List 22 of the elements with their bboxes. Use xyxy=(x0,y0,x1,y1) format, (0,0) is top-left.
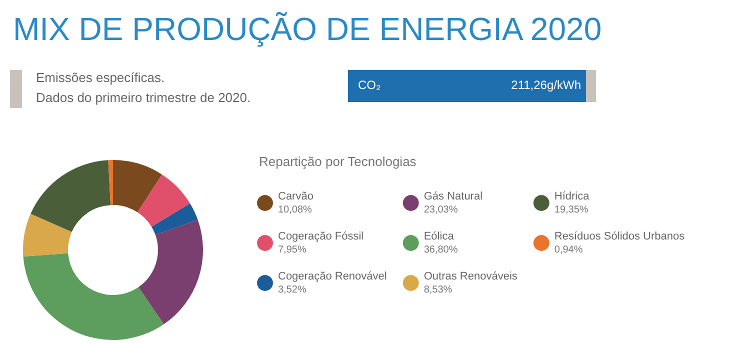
text: Emissões específicas. xyxy=(36,69,165,87)
text: CO₂ xyxy=(358,78,381,92)
data-label: 8,53% xyxy=(424,284,452,296)
data-label: 7,95% xyxy=(278,244,306,256)
text: Dados do primeiro trimestre de 2020. xyxy=(36,89,251,107)
legend-label: Resíduos Sólidos Urbanos xyxy=(554,230,686,242)
data-label: 0,94% xyxy=(554,244,583,256)
legend-label: Cogeração Renovável xyxy=(278,270,387,282)
legend-label: Cogeração Fóssil xyxy=(278,230,364,242)
data-label: 10,08% xyxy=(278,204,312,216)
data-label: 3,52% xyxy=(278,284,306,296)
legend-label: Hídrica xyxy=(554,190,590,202)
legend-label: Gás Natural xyxy=(424,190,483,202)
chart-subtitle: Repartição por Tecnologias xyxy=(259,154,417,169)
legend-label: Eólica xyxy=(424,230,455,242)
data-label: 23,03% xyxy=(424,204,458,216)
data-label: 19,35% xyxy=(554,204,588,216)
legend-label: Outras Renováveis xyxy=(424,270,518,282)
data-label: 36,80% xyxy=(424,244,458,256)
legend-label: Carvão xyxy=(278,190,314,202)
text: 211,26g/kWh xyxy=(511,78,581,92)
chart-title: MIX DE PRODUÇÃO DE ENERGIA 2020 xyxy=(13,11,602,47)
